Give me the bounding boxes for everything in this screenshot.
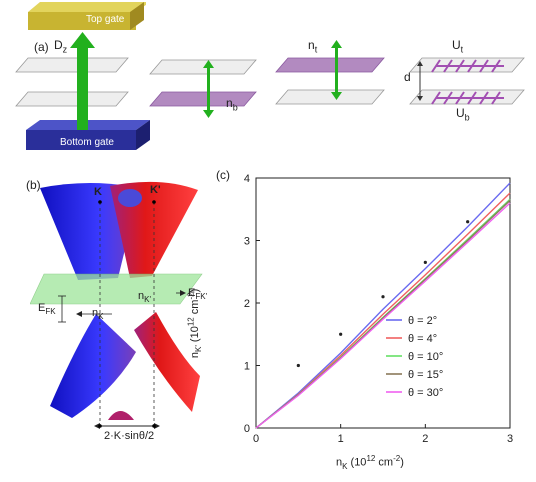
y-tick-label: 1 (244, 361, 250, 373)
x-tick-label: 3 (507, 433, 513, 445)
nb-arrow (203, 60, 214, 118)
legend-entry: θ = 10° (408, 351, 443, 363)
data-marker (381, 295, 385, 299)
nb-label: nb (226, 96, 238, 113)
top-gate (28, 2, 146, 30)
sheet-set-1 (15, 57, 129, 107)
nt-arrow (331, 40, 342, 100)
series-line (255, 202, 511, 429)
nkp-label: nK' (138, 290, 151, 305)
dz-arrow (70, 32, 95, 130)
data-marker (339, 332, 343, 336)
kprime-label: K' (150, 184, 161, 196)
lower-cone-left (50, 314, 136, 418)
k-separation-label: 2·K·sinθ/2 (104, 430, 155, 442)
efk-label: EFK (38, 302, 56, 317)
x-tick-label: 0 (253, 433, 259, 445)
legend-entry: θ = 30° (408, 387, 443, 399)
x-axis-label: nK (1012 cm-2) (336, 454, 404, 471)
x-tick-label: 1 (338, 433, 344, 445)
theta-chart: 0 1 2 3 0 1 2 3 4 θ = 2° θ = 4° θ = 10° θ = 15° θ = 3… (244, 173, 513, 445)
panel-c-label: (c) (216, 168, 230, 182)
nk-label: nK (92, 307, 104, 322)
cone-diagram (30, 181, 203, 429)
series-line (255, 192, 511, 429)
data-marker (423, 260, 427, 264)
panel-a-label: (a) (34, 40, 49, 54)
efkp-label: EFK' (188, 287, 208, 302)
data-marker (296, 363, 300, 368)
dipole-cluster-bottom (431, 91, 504, 105)
y-tick-label: 3 (244, 236, 250, 248)
data-marker (466, 220, 470, 224)
plot-frame (255, 177, 511, 429)
nt-label: nt (308, 38, 318, 55)
dipole-cluster-top (431, 59, 504, 73)
panel-b-label: (b) (26, 178, 41, 192)
legend-entry: θ = 4° (408, 333, 437, 345)
series-line (255, 182, 511, 429)
legend-entry: θ = 15° (408, 369, 443, 381)
dz-label: Dz (54, 38, 68, 55)
k-label: K (94, 186, 102, 198)
y-axis-label: nK' (1012 cm-2) (186, 288, 204, 359)
top-gate-label: Top gate (86, 14, 125, 25)
y-tick-label: 0 (244, 423, 250, 435)
bottom-gate-label: Bottom gate (60, 137, 114, 148)
lower-cone-right (134, 312, 200, 412)
x-tick-label: 2 (422, 433, 428, 445)
ut-label: Ut (452, 38, 464, 55)
fermi-plane (30, 273, 203, 305)
d-label: d (404, 70, 411, 84)
legend-entry: θ = 2° (408, 315, 437, 327)
y-tick-label: 4 (244, 173, 250, 185)
panel-a-diagram (15, 32, 525, 130)
y-tick-label: 2 (244, 298, 250, 310)
ub-label: Ub (456, 106, 470, 123)
